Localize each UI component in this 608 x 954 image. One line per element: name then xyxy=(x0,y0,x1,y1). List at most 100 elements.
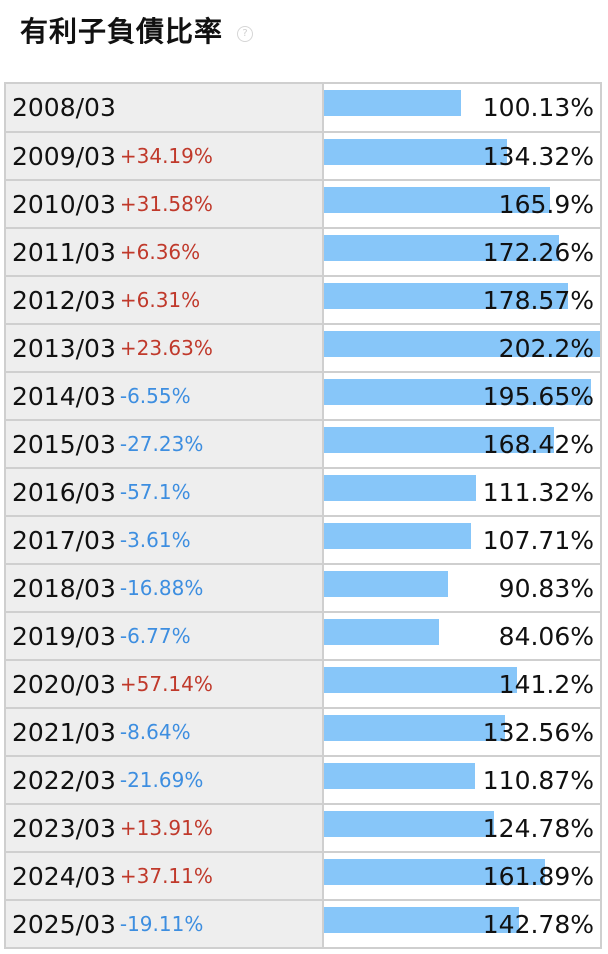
value-label: 142.78% xyxy=(482,910,594,939)
value-bar xyxy=(324,523,471,549)
table-row: 2024/03 +37.11% 161.89% xyxy=(6,851,600,899)
page-title: 有利子負債比率 xyxy=(20,15,224,48)
period-cell: 2010/03 +31.58% xyxy=(6,181,324,227)
value-label: 161.89% xyxy=(482,862,594,891)
period-label: 2010/03 xyxy=(12,189,116,219)
bar-cell: 110.87% xyxy=(324,757,600,803)
value-label: 195.65% xyxy=(482,382,594,411)
value-label: 124.78% xyxy=(482,814,594,843)
bar-cell: 111.32% xyxy=(324,469,600,515)
period-cell: 2016/03 -57.1% xyxy=(6,469,324,515)
period-cell: 2017/03 -3.61% xyxy=(6,517,324,563)
period-cell: 2018/03 -16.88% xyxy=(6,565,324,611)
period-cell: 2008/03 xyxy=(6,84,324,131)
value-label: 134.32% xyxy=(482,142,594,171)
value-label: 178.57% xyxy=(482,286,594,315)
value-label: 165.9% xyxy=(498,190,594,219)
bar-cell: 161.89% xyxy=(324,853,600,899)
change-label: +23.63% xyxy=(119,336,213,360)
value-label: 90.83% xyxy=(498,574,594,603)
value-bar xyxy=(324,235,559,261)
debt-ratio-table: 2008/03 100.13% 2009/03 +34.19% 134.32% 2010/… xyxy=(4,82,602,949)
period-cell: 2020/03 +57.14% xyxy=(6,661,324,707)
change-label: -6.55% xyxy=(119,384,191,408)
change-label: +57.14% xyxy=(119,672,213,696)
value-bar xyxy=(324,571,448,597)
value-bar xyxy=(324,331,600,357)
table-row: 2012/03 +6.31% 178.57% xyxy=(6,275,600,323)
period-label: 2022/03 xyxy=(12,765,116,795)
bar-cell: 178.57% xyxy=(324,277,600,323)
table-row: 2023/03 +13.91% 124.78% xyxy=(6,803,600,851)
bar-cell: 141.2% xyxy=(324,661,600,707)
bar-cell: 134.32% xyxy=(324,133,600,179)
period-label: 2014/03 xyxy=(12,381,116,411)
period-cell: 2009/03 +34.19% xyxy=(6,133,324,179)
value-label: 107.71% xyxy=(482,526,594,555)
table-row: 2021/03 -8.64% 132.56% xyxy=(6,707,600,755)
period-cell: 2011/03 +6.36% xyxy=(6,229,324,275)
change-label: +37.11% xyxy=(119,864,213,888)
period-label: 2013/03 xyxy=(12,333,116,363)
change-label: -27.23% xyxy=(119,432,204,456)
period-cell: 2023/03 +13.91% xyxy=(6,805,324,851)
period-cell: 2012/03 +6.31% xyxy=(6,277,324,323)
change-label: -57.1% xyxy=(119,480,191,504)
value-bar xyxy=(324,667,517,693)
table-row: 2009/03 +34.19% 134.32% xyxy=(6,131,600,179)
change-label: -21.69% xyxy=(119,768,204,792)
bar-cell: 84.06% xyxy=(324,613,600,659)
bar-cell: 90.83% xyxy=(324,565,600,611)
change-label: +13.91% xyxy=(119,816,213,840)
value-bar xyxy=(324,139,507,165)
value-bar xyxy=(324,763,475,789)
table-row: 2018/03 -16.88% 90.83% xyxy=(6,563,600,611)
table-row: 2014/03 -6.55% 195.65% xyxy=(6,371,600,419)
period-label: 2017/03 xyxy=(12,525,116,555)
value-bar xyxy=(324,619,439,645)
change-label: -19.11% xyxy=(119,912,204,936)
period-label: 2021/03 xyxy=(12,717,116,747)
table-row: 2025/03 -19.11% 142.78% xyxy=(6,899,600,947)
period-label: 2008/03 xyxy=(12,93,116,122)
value-bar xyxy=(324,283,568,309)
value-label: 84.06% xyxy=(498,622,594,651)
period-label: 2018/03 xyxy=(12,573,116,603)
period-cell: 2021/03 -8.64% xyxy=(6,709,324,755)
table-row: 2017/03 -3.61% 107.71% xyxy=(6,515,600,563)
period-cell: 2014/03 -6.55% xyxy=(6,373,324,419)
period-label: 2023/03 xyxy=(12,813,116,843)
period-label: 2025/03 xyxy=(12,909,116,939)
value-label: 172.26% xyxy=(482,238,594,267)
change-label: +6.31% xyxy=(119,288,201,312)
change-label: +34.19% xyxy=(119,144,213,168)
period-cell: 2015/03 -27.23% xyxy=(6,421,324,467)
bar-cell: 165.9% xyxy=(324,181,600,227)
period-label: 2011/03 xyxy=(12,237,116,267)
period-label: 2012/03 xyxy=(12,285,116,315)
table-row: 2015/03 -27.23% 168.42% xyxy=(6,419,600,467)
value-label: 141.2% xyxy=(498,670,594,699)
value-bar xyxy=(324,811,494,837)
period-label: 2024/03 xyxy=(12,861,116,891)
value-bar xyxy=(324,907,519,933)
table-row: 2016/03 -57.1% 111.32% xyxy=(6,467,600,515)
table-row: 2019/03 -6.77% 84.06% xyxy=(6,611,600,659)
table-row: 2022/03 -21.69% 110.87% xyxy=(6,755,600,803)
change-label: +6.36% xyxy=(119,240,201,264)
bar-cell: 107.71% xyxy=(324,517,600,563)
help-icon[interactable]: ? xyxy=(237,26,254,42)
bar-cell: 124.78% xyxy=(324,805,600,851)
period-cell: 2022/03 -21.69% xyxy=(6,757,324,803)
period-label: 2015/03 xyxy=(12,429,116,459)
value-label: 111.32% xyxy=(482,478,594,507)
value-bar xyxy=(324,187,550,213)
bar-cell: 195.65% xyxy=(324,373,600,419)
period-cell: 2025/03 -19.11% xyxy=(6,901,324,947)
table-row: 2011/03 +6.36% 172.26% xyxy=(6,227,600,275)
bar-cell: 100.13% xyxy=(324,84,600,131)
value-bar xyxy=(324,427,554,453)
value-bar xyxy=(324,475,476,501)
bar-cell: 142.78% xyxy=(324,901,600,947)
period-cell: 2013/03 +23.63% xyxy=(6,325,324,371)
